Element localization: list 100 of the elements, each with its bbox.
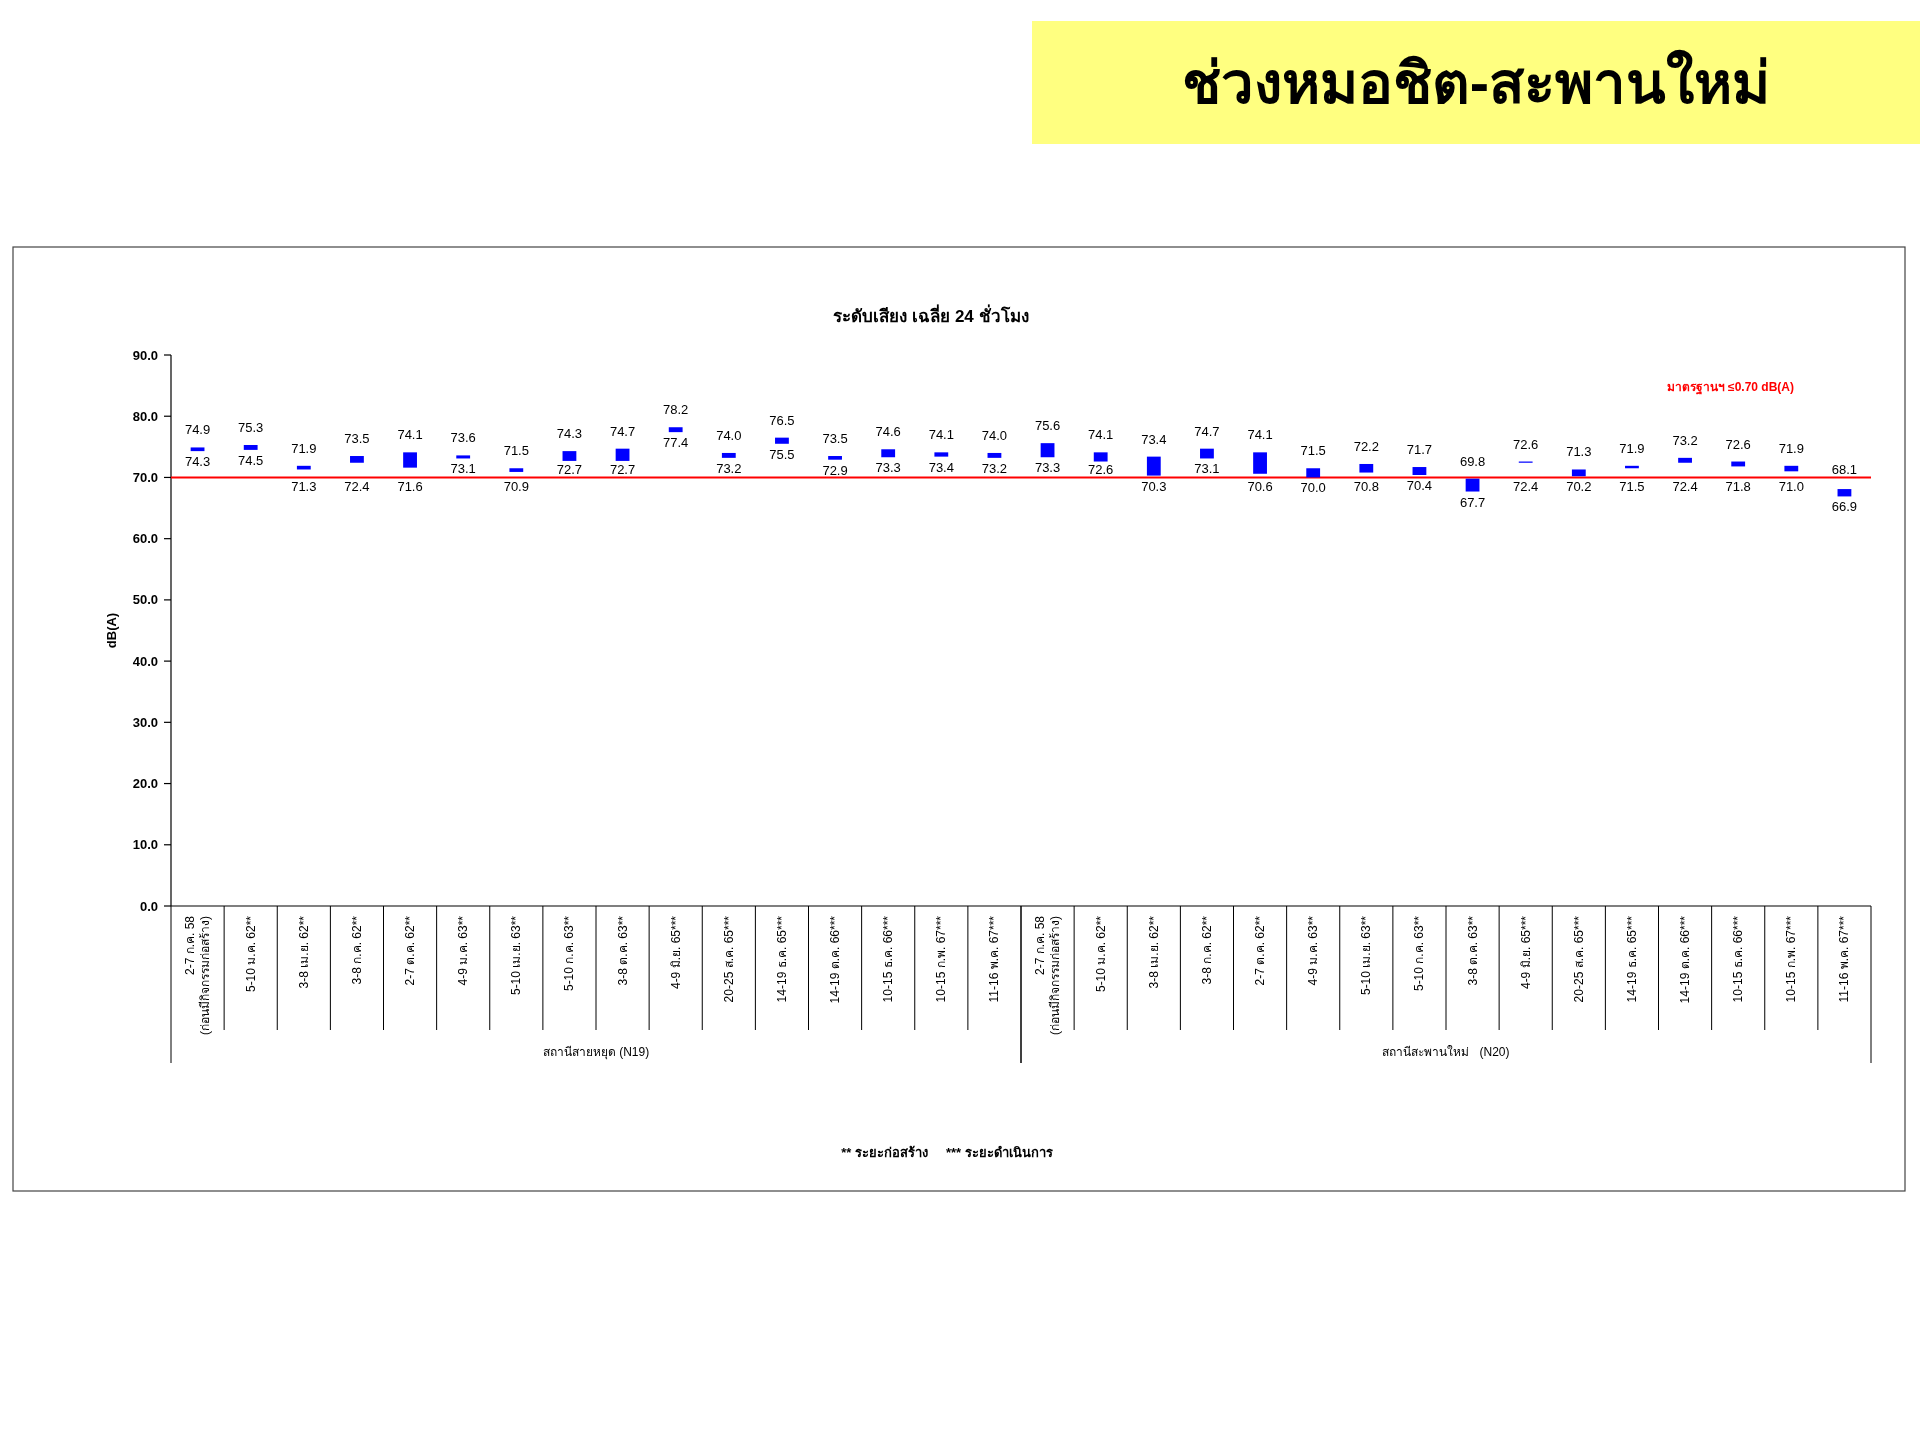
bar: [775, 437, 789, 444]
data-label: 74.1: [397, 427, 423, 443]
annotation: 70.6: [1247, 479, 1273, 495]
bar: [934, 452, 949, 457]
x-axis-title: สถานีสายหยุด (N19): [542, 1045, 650, 1060]
annotation: 70.4: [1406, 478, 1433, 493]
y-axis-title: dB(A): [103, 612, 119, 649]
annotation: 72.6: [1088, 462, 1114, 478]
x-tick-label: 20-25 ส.ค. 65***: [1571, 915, 1586, 1003]
data-label: 72.6: [1725, 436, 1751, 452]
annotation: 72.4: [1513, 479, 1539, 495]
data-label: 75.3: [238, 420, 264, 435]
bar: [1359, 463, 1374, 473]
data-label: 74.3: [556, 426, 583, 442]
y-tick-label: 60.0: [132, 531, 158, 547]
annotation: 72.4: [344, 479, 370, 495]
data-label: 74.6: [875, 424, 901, 440]
x-tick-label: 5-10 เม.ย. 63**: [1359, 915, 1374, 996]
data-label: 74.9: [184, 422, 211, 438]
data-label: 74.1: [1088, 427, 1114, 443]
y-tick-label: 70.0: [132, 469, 158, 485]
annotation: 71.8: [1725, 479, 1751, 495]
bar: [1837, 489, 1852, 497]
x-tick-label: 10-15 ธ.ค. 66***: [1731, 915, 1746, 1003]
x-tick-label: 5-10 ก.ค. 63**: [562, 915, 577, 992]
data-label: 74.7: [609, 423, 636, 439]
data-label: 74.7: [1194, 423, 1220, 439]
data-label: 74.1: [928, 427, 954, 443]
chart-title: ช่วงหมอชิต-สะพานใหม่: [1181, 49, 1771, 115]
x-tick-label: 3-8 ก.ค. 62**: [1199, 915, 1214, 985]
annotation: 72.7: [609, 462, 636, 478]
data-label: 71.5: [503, 443, 529, 459]
bar: [721, 452, 736, 458]
bar: [1040, 443, 1055, 458]
bar: [1571, 469, 1586, 477]
bar: [1093, 452, 1108, 462]
bar: [403, 452, 417, 468]
bar: [350, 456, 364, 463]
x-axis-title: สถานีสะพานใหม่ (N20): [1382, 1045, 1510, 1059]
data-label: 74.0: [981, 427, 1008, 443]
bar: [1306, 468, 1321, 478]
x-tick-label: 14-19 ต.ค. 66***: [1678, 915, 1693, 1004]
annotation: 72.4: [1672, 479, 1698, 495]
annotation: 71.3: [291, 479, 317, 495]
x-tick-label: 10-15 ธ.ค. 66***: [881, 915, 896, 1003]
annotation: 70.0: [1300, 480, 1326, 496]
x-tick-label: 3-8 ต.ค. 63**: [615, 915, 630, 986]
data-label: 73.6: [450, 430, 476, 446]
data-label: 68.1: [1831, 462, 1858, 478]
bar: [562, 451, 577, 461]
bar: [1146, 456, 1161, 476]
data-label: 76.5: [769, 412, 795, 428]
data-label: 71.9: [1619, 440, 1645, 456]
x-tick-label: 4-9 ม.ค. 63**: [456, 915, 471, 986]
annotation: 71.5: [1619, 479, 1645, 495]
y-tick-label: 40.0: [132, 653, 158, 669]
data-label: 71.7: [1406, 442, 1433, 458]
y-tick-label: 20.0: [132, 776, 158, 792]
x-tick-label: 14-19 ต.ค. 66***: [828, 915, 843, 1004]
y-tick-label: 10.0: [132, 837, 158, 853]
annotation: 70.8: [1353, 479, 1379, 495]
annotation: 75.5: [769, 446, 795, 462]
x-tick-label: 5-10 ม.ค. 62**: [243, 915, 258, 993]
annotation: 67.7: [1459, 494, 1486, 510]
ref-line-label: มาตรฐานฯ ≤0.70 dB(A): [1666, 380, 1794, 395]
data-label: 73.2: [1672, 432, 1698, 448]
x-tick-label: 4-9 ม.ค. 63**: [1306, 915, 1321, 986]
annotation: 74.5: [238, 452, 264, 468]
annotation: 72.7: [556, 462, 583, 478]
data-label: 72.2: [1353, 438, 1379, 454]
data-label: 71.5: [1300, 443, 1326, 459]
annotation: 73.2: [981, 460, 1008, 476]
x-tick-label: 2-7 ก.ค. 58 (ก่อนมีกิจกรรมก่อสร้าง): [1033, 915, 1063, 1035]
annotation: 73.2: [716, 460, 742, 476]
bar: [668, 427, 683, 433]
x-tick-label: 4-9 มิ.ย. 65***: [668, 915, 683, 990]
x-tick-label: 5-10 เม.ย. 63**: [509, 915, 524, 996]
bar: [987, 452, 1002, 458]
bar: [1784, 465, 1799, 472]
y-tick-label: 0.0: [139, 898, 158, 914]
x-tick-label: 3-8 ต.ค. 63**: [1465, 915, 1480, 986]
y-tick-label: 80.0: [132, 408, 158, 424]
x-tick-label: 11-16 พ.ค. 67***: [1837, 915, 1852, 1003]
annotation: 70.3: [1141, 478, 1167, 494]
annotation: 73.1: [450, 461, 476, 477]
bar: [190, 447, 205, 452]
data-label: 73.5: [822, 431, 848, 447]
bar: [881, 449, 896, 458]
annotation: 70.2: [1566, 479, 1592, 495]
x-tick-label: 10-15 ก.พ. 67***: [1784, 915, 1799, 1003]
x-tick-label: 3-8 เม.ย. 62**: [296, 915, 311, 989]
x-tick-label: 11-16 พ.ค. 67***: [987, 915, 1002, 1003]
data-label: 73.5: [344, 431, 370, 447]
x-tick-label: 2-7 ก.ค. 58 (ก่อนมีกิจกรรมก่อสร้าง): [183, 915, 213, 1035]
x-tick-label: 3-8 ก.ค. 62**: [349, 915, 364, 985]
x-tick-label: 4-9 มิ.ย. 65***: [1518, 915, 1533, 990]
text: ** ระยะก่อสร้าง *** ระยะดำเนินการ: [841, 1145, 1053, 1160]
data-label: 72.6: [1513, 436, 1539, 452]
y-tick-label: 50.0: [132, 592, 158, 608]
chart-subtitle: ระดับเสียง เฉลี่ย 24 ชั่วโมง: [833, 304, 1029, 326]
